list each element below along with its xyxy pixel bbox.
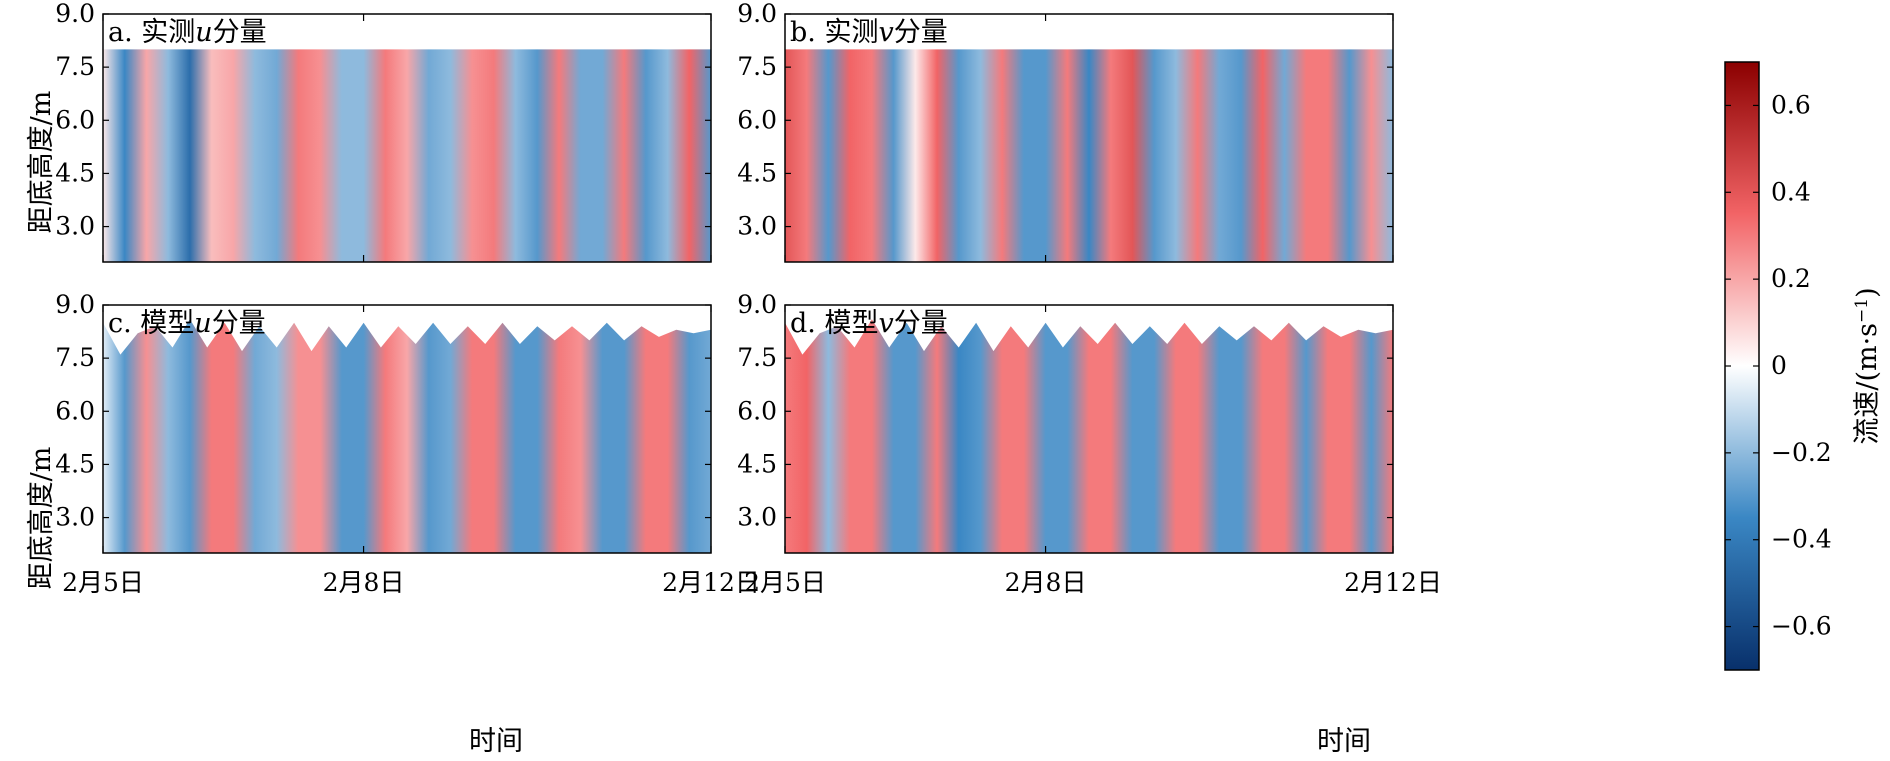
y-tick-label: 4.5 [55, 449, 95, 478]
axes-frame [102, 304, 712, 554]
panel-title-prefix: d. 模型 [790, 308, 878, 339]
y-tick-label: 4.5 [737, 158, 777, 187]
axes-frame [102, 13, 712, 263]
panel-title-suffix: 分量 [213, 17, 267, 48]
panel-c: 9.0 7.5 6.0 4.5 3.0 2月5日 2月8日 2月12日 c. 模型u分量 [55, 290, 760, 597]
y-tick-label: 9.0 [55, 290, 95, 319]
panel-title-var: v [878, 17, 893, 48]
colorbar-tick-label: 0 [1771, 351, 1787, 380]
velocity-field-d [785, 319, 1393, 553]
panel-a: 9.0 7.5 6.0 4.5 3.0 a. 实测u分量 [55, 0, 712, 263]
x-tick-label: 2月5日 [744, 568, 826, 597]
panel-title-b: b. 实测v分量 [790, 17, 948, 48]
y-tick-label: 6.0 [55, 396, 95, 425]
x-tick-label: 2月8日 [323, 568, 405, 597]
velocity-field-fill [785, 49, 1393, 262]
panel-title-suffix: 分量 [894, 17, 948, 48]
y-tick-label: 3.0 [737, 503, 777, 532]
velocity-field-c [103, 319, 711, 553]
panel-title-suffix: 分量 [212, 308, 266, 339]
colorbar-label-main: 流速/(m·s [1852, 323, 1883, 445]
colorbar-label-end: ) [1852, 287, 1883, 298]
colorbar-tick-label: 0.2 [1771, 264, 1811, 293]
x-tick-label: 2月8日 [1005, 568, 1087, 597]
colorbar-tick-label: −0.2 [1771, 438, 1832, 467]
axes-frame [784, 13, 1394, 263]
panel-title-d: d. 模型v分量 [790, 308, 948, 339]
y-tick-label: 6.0 [737, 396, 777, 425]
y-tick-label: 7.5 [55, 52, 95, 81]
panel-title-prefix: a. 实测 [108, 17, 195, 48]
colorbar-ticks: 0.6 0.4 0.2 0 −0.2 −0.4 −0.6 [1725, 90, 1832, 641]
y-tick-label: 4.5 [737, 449, 777, 478]
panel-title-a: a. 实测u分量 [108, 17, 267, 48]
xlabel-right: 时间 [1317, 726, 1371, 757]
panel-title-var: u [194, 308, 211, 339]
y-tick-label: 6.0 [737, 105, 777, 134]
colorbar-tick-label: 0.6 [1771, 90, 1811, 119]
ylabel-bottom: 距底高度/m [26, 447, 57, 590]
panel-d: 9.0 7.5 6.0 4.5 3.0 2月5日 2月8日 2月12日 d. 模型v分量 [737, 290, 1442, 597]
y-tick-label: 3.0 [737, 212, 777, 241]
panel-title-suffix: 分量 [894, 308, 948, 339]
panels: 9.07.56.04.53.0a. 实测u分量9.07.56.04.53.0b.… [55, 0, 1442, 597]
y-tick-label: 9.0 [55, 0, 95, 28]
velocity-field-fill [103, 49, 711, 262]
colorbar-label: 流速/(m·s−1) [1852, 287, 1883, 444]
y-tick-label: 9.0 [737, 0, 777, 28]
y-tick-label: 6.0 [55, 105, 95, 134]
velocity-field-fill [103, 319, 711, 553]
y-tick-label: 9.0 [737, 290, 777, 319]
velocity-field-fill [785, 319, 1393, 553]
y-tick-label: 7.5 [737, 343, 777, 372]
axes-frame [784, 304, 1394, 554]
colorbar: 0.6 0.4 0.2 0 −0.2 −0.4 −0.6 流速/(m·s−1) [1724, 61, 1883, 671]
panel-title-prefix: b. 实测 [790, 17, 878, 48]
panel-title-prefix: c. 模型 [108, 308, 194, 339]
x-tick-label: 2月12日 [662, 568, 760, 597]
panel-b: 9.0 7.5 6.0 4.5 3.0 b. 实测v分量 [737, 0, 1394, 263]
velocity-field-a [103, 49, 711, 262]
colorbar-tick-label: 0.4 [1771, 177, 1811, 206]
colorbar-label-sup: −1 [1852, 298, 1872, 323]
y-tick-label: 7.5 [737, 52, 777, 81]
ylabel-top: 距底高度/m [26, 91, 57, 234]
colorbar-tick-label: −0.4 [1771, 525, 1832, 554]
y-tick-label: 4.5 [55, 158, 95, 187]
xlabel-left: 时间 [469, 726, 523, 757]
panel-title-c: c. 模型u分量 [108, 308, 266, 339]
velocity-field-b [785, 49, 1393, 262]
x-tick-label: 2月12日 [1344, 568, 1442, 597]
y-tick-label: 3.0 [55, 503, 95, 532]
colorbar-tick-label: −0.6 [1771, 612, 1832, 641]
panel-title-var: u [195, 17, 212, 48]
x-tick-label: 2月5日 [62, 568, 144, 597]
y-tick-label: 3.0 [55, 212, 95, 241]
panel-title-var: v [878, 308, 893, 339]
y-tick-label: 7.5 [55, 343, 95, 372]
